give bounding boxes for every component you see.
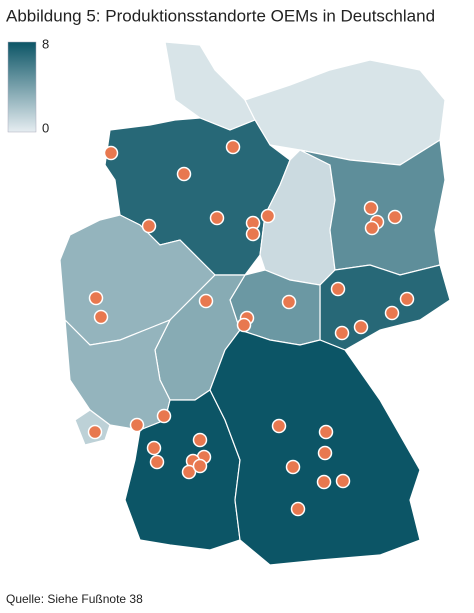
plants [87,139,415,517]
plant-marker [335,473,351,489]
plant-marker [141,218,157,234]
plant-marker [129,417,145,433]
plant-marker [364,220,380,236]
plant-marker [225,139,241,155]
region [164,41,256,131]
title: Abbildung 5: Produktionsstandorte OEMs i… [6,6,435,25]
plant-marker [353,319,369,335]
plant-marker [384,305,400,321]
legend-max: 8 [42,36,49,51]
plant-marker [318,424,334,440]
plant-marker [103,145,119,161]
plant-marker [209,210,225,226]
legend-min: 0 [42,120,49,135]
plant-marker [363,200,379,216]
plant-marker [146,440,162,456]
region [209,329,421,566]
plant-marker [316,474,332,490]
plant-marker [176,166,192,182]
plant-marker [387,209,403,225]
plant-marker [334,325,350,341]
plant-marker [317,445,333,461]
plant-marker [330,281,346,297]
plant-marker [192,458,208,474]
plant-marker [271,418,287,434]
plant-marker [181,464,197,480]
plant-marker [260,208,276,224]
plant-marker [281,294,297,310]
plant-marker [285,459,301,475]
plant-marker [290,501,306,517]
regions [59,41,451,566]
plant-marker [245,226,261,242]
plant-marker [93,309,109,325]
plant-marker [236,317,252,333]
plant-marker [198,293,214,309]
source: Quelle: Siehe Fußnote 38 [6,592,143,606]
plant-marker [88,290,104,306]
plant-marker [399,291,415,307]
plant-marker [87,424,103,440]
plant-marker [192,432,208,448]
plant-marker [149,454,165,470]
legend-scale [7,41,37,133]
plant-marker [156,408,172,424]
